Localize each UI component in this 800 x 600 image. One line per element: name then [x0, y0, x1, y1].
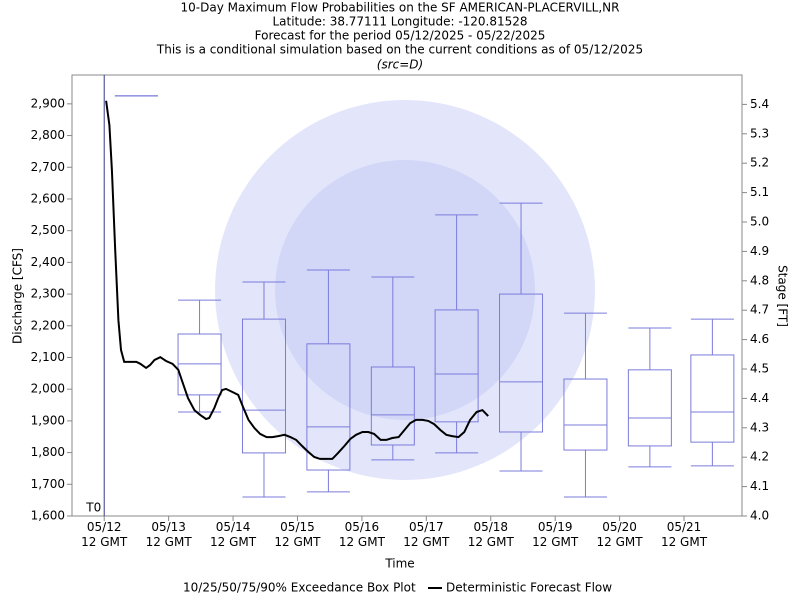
- x-tick-label: 05/13 12 GMT: [145, 520, 192, 549]
- legend-label: 10/25/50/75/90% Exceedance Box Plot: [183, 581, 416, 595]
- box: [499, 293, 544, 433]
- box: [627, 369, 672, 447]
- box: [241, 318, 286, 454]
- y-tick-label: 2,000: [31, 382, 65, 396]
- watermark-inner: [275, 160, 535, 420]
- box: [306, 343, 351, 471]
- y-tick-label: 1,800: [31, 445, 65, 459]
- y-tick-label: 2,700: [31, 160, 65, 174]
- x-tick-label: 05/12 12 GMT: [81, 520, 128, 549]
- y-tick-label: 1,900: [31, 413, 65, 427]
- x-tick-label: 05/19 12 GMT: [532, 520, 579, 549]
- box: [690, 354, 735, 443]
- y-tick-label: 2,200: [31, 318, 65, 332]
- y-axis-label: Discharge [CFS]: [11, 248, 25, 344]
- plot-frame: [71, 74, 743, 517]
- y-tick-label: 2,900: [31, 96, 65, 110]
- y-tick-label: 1,700: [31, 477, 65, 491]
- x-tick-label: 05/17 12 GMT: [403, 520, 450, 549]
- x-tick-label: 05/15 12 GMT: [274, 520, 321, 549]
- chart-source: (src=D): [377, 58, 423, 72]
- y2-tick-label: 5.4: [750, 97, 769, 111]
- y-tick-label: 2,400: [31, 255, 65, 269]
- x-tick-label: 05/18 12 GMT: [467, 520, 514, 549]
- y-tick-label: 2,300: [31, 287, 65, 301]
- x-tick-label: 05/20 12 GMT: [596, 520, 643, 549]
- y2-tick-label: 4.4: [750, 391, 769, 405]
- box: [434, 309, 479, 423]
- forecast-line: [105, 100, 489, 460]
- y-tick-label: 2,500: [31, 223, 65, 237]
- y-tick-label: 2,600: [31, 191, 65, 205]
- x-tick-label: 05/14 12 GMT: [210, 520, 257, 549]
- chart-subtitle: Forecast for the period 05/12/2025 - 05/…: [255, 29, 546, 43]
- y2-tick-label: 4.0: [750, 509, 769, 523]
- box: [370, 366, 415, 446]
- y2-tick-label: 4.1: [750, 479, 769, 493]
- chart-subtitle: Latitude: 38.77111 Longitude: -120.81528: [272, 15, 527, 29]
- y2-tick-label: 5.0: [750, 215, 769, 229]
- y2-tick-label: 4.7: [750, 303, 769, 317]
- box: [563, 378, 608, 451]
- y-tick-label: 1,600: [31, 509, 65, 523]
- y2-axis-label: Stage [FT]: [776, 265, 790, 327]
- chart-title: 10-Day Maximum Flow Probabilities on the…: [181, 1, 620, 15]
- chart-subtitle: This is a conditional simulation based o…: [156, 43, 643, 57]
- box: [177, 333, 222, 396]
- y2-tick-label: 4.5: [750, 362, 769, 376]
- x-tick-label: 05/16 12 GMT: [338, 520, 385, 549]
- y2-tick-label: 5.2: [750, 156, 769, 170]
- t0-label: T0: [85, 501, 101, 515]
- legend-label: Deterministic Forecast Flow: [446, 581, 612, 595]
- y-tick-label: 2,800: [31, 128, 65, 142]
- y2-tick-label: 4.3: [750, 420, 769, 434]
- y2-tick-label: 4.9: [750, 244, 769, 258]
- x-tick-label: 05/21 12 GMT: [660, 520, 708, 549]
- y-tick-label: 2,100: [31, 350, 65, 364]
- y2-tick-label: 4.2: [750, 450, 769, 464]
- y2-tick-label: 4.6: [750, 332, 769, 346]
- y2-tick-label: 5.1: [750, 185, 769, 199]
- y2-tick-label: 5.3: [750, 126, 769, 140]
- x-axis-label: Time: [384, 557, 414, 571]
- y2-tick-label: 4.8: [750, 273, 769, 287]
